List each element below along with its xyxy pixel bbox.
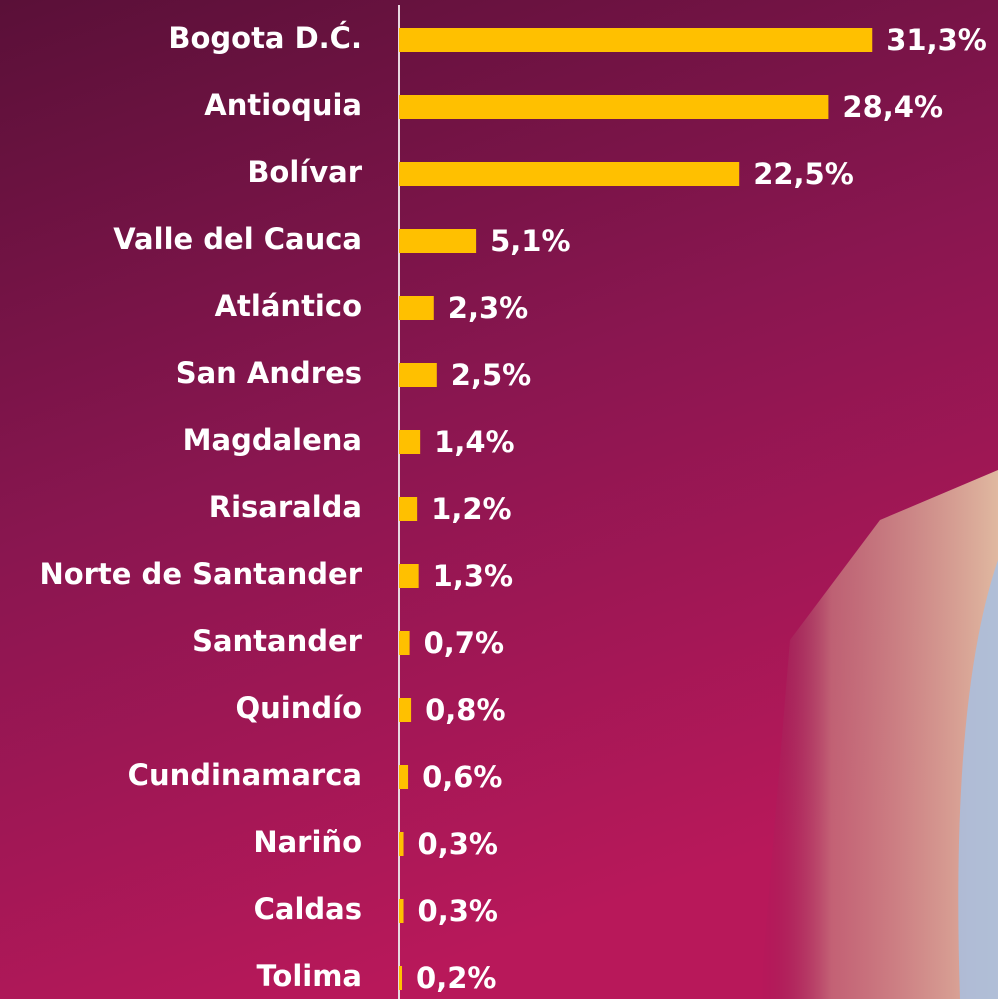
category-label: Atlántico — [215, 289, 362, 323]
bar — [399, 765, 408, 789]
value-label: 0,8% — [425, 693, 505, 727]
category-label: Tolima — [256, 959, 362, 993]
category-label: Norte de Santander — [39, 557, 362, 591]
value-label: 1,2% — [431, 492, 511, 526]
value-label: 22,5% — [753, 157, 854, 191]
bar — [399, 564, 419, 588]
value-label: 0,2% — [416, 961, 496, 995]
value-label: 1,3% — [433, 559, 513, 593]
value-label: 0,6% — [422, 760, 502, 794]
value-label: 1,4% — [434, 425, 514, 459]
category-label: Bogota D.Ć. — [168, 21, 362, 55]
bar — [399, 296, 434, 320]
category-label: Caldas — [254, 892, 362, 926]
value-label: 31,3% — [886, 23, 987, 57]
bar — [399, 497, 417, 521]
category-label: Santander — [192, 624, 363, 658]
category-label: Quindío — [235, 691, 362, 725]
category-label: Nariño — [253, 825, 362, 859]
bar — [399, 631, 410, 655]
category-label: Bolívar — [247, 155, 362, 189]
category-label: Magdalena — [183, 423, 362, 457]
category-label: Cundinamarca — [128, 758, 362, 792]
bar — [399, 832, 404, 856]
value-label: 0,7% — [424, 626, 504, 660]
bar — [399, 229, 476, 253]
category-label: Risaralda — [209, 490, 362, 524]
category-label: Valle del Cauca — [113, 222, 362, 256]
value-label: 28,4% — [842, 90, 943, 124]
chart: Bogota D.Ć. 31,3% Antioquia 28,4% Bolívar 22,… — [0, 0, 998, 999]
category-label: San Andres — [176, 356, 362, 390]
bar — [399, 28, 872, 52]
value-label: 0,3% — [418, 827, 498, 861]
category-label: Antioquia — [204, 88, 362, 122]
value-label: 5,1% — [490, 224, 570, 258]
bar — [399, 363, 437, 387]
bar — [399, 430, 420, 454]
bar — [399, 899, 404, 923]
value-label: 0,3% — [418, 894, 498, 928]
value-label: 2,3% — [448, 291, 528, 325]
value-label: 2,5% — [451, 358, 531, 392]
bar — [399, 162, 739, 186]
bar — [399, 95, 828, 119]
bar — [399, 966, 402, 990]
bar — [399, 698, 411, 722]
page: {"chart_data": {"type": "bar", "orientat… — [0, 0, 998, 999]
